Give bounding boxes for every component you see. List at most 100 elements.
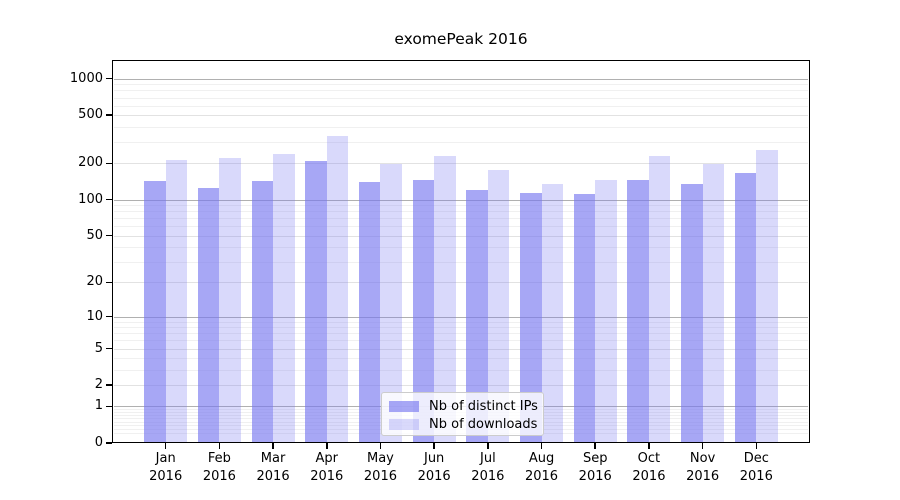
- x-tick-label-jul: Jul 2016: [471, 451, 505, 484]
- legend-swatch-distinct-ips-icon: [389, 401, 419, 412]
- bar-may-nb-of-downloads: [380, 164, 402, 443]
- bar-sep-nb-of-downloads: [595, 180, 617, 443]
- x-tick-aug: [540, 443, 543, 449]
- bar-oct-nb-of-downloads: [648, 156, 671, 443]
- gridline-500: [114, 115, 808, 117]
- gridline-20: [114, 282, 808, 284]
- y-tick-label-5: 5: [94, 340, 103, 356]
- x-tick-label-oct: Oct 2016: [632, 451, 666, 484]
- bar-apr-nb-of-downloads: [326, 135, 349, 443]
- y-tick-label-1000: 1000: [69, 70, 103, 86]
- x-tick-sep: [594, 443, 596, 449]
- bar-apr-nb-of-distinct-ips: [305, 160, 327, 443]
- gridline-80: [114, 211, 808, 213]
- y-tick-label-200: 200: [78, 155, 103, 171]
- bar-nov-nb-of-downloads: [702, 164, 725, 443]
- bar-jul-nb-of-distinct-ips: [466, 190, 488, 443]
- bar-nov-nb-of-distinct-ips: [681, 184, 703, 443]
- gridline-200: [114, 163, 808, 165]
- gridline-5: [114, 348, 808, 350]
- bar-mar-nb-of-downloads: [273, 154, 295, 443]
- chart-title: exomePeak 2016: [394, 30, 528, 48]
- gridline-800: [114, 90, 808, 92]
- y-tick-1: [106, 405, 112, 408]
- y-tick-label-50: 50: [86, 227, 103, 243]
- y-tick-0: [106, 442, 112, 444]
- x-tick-label-nov: Nov 2016: [686, 451, 720, 484]
- bar-feb-nb-of-distinct-ips: [197, 187, 220, 443]
- gridline-1000: [114, 78, 808, 80]
- bar-mar-nb-of-distinct-ips: [251, 181, 274, 443]
- bar-jun-nb-of-downloads: [434, 156, 456, 443]
- bar-sep-nb-of-distinct-ips: [573, 194, 596, 443]
- y-tick-20: [106, 281, 112, 284]
- x-tick-may: [379, 443, 382, 449]
- gridline-50: [114, 235, 808, 237]
- bar-jul-nb-of-downloads: [487, 169, 510, 443]
- gridline-8: [114, 327, 808, 329]
- y-tick-5: [106, 347, 112, 350]
- gridline-60: [114, 226, 808, 228]
- gridline-400: [114, 126, 808, 128]
- y-tick-10: [106, 315, 112, 318]
- legend-swatch-downloads-icon: [389, 419, 419, 430]
- bar-jan-nb-of-downloads: [165, 160, 188, 443]
- legend-label-distinct-ips: Nb of distinct IPs: [429, 399, 538, 414]
- x-tick-label-apr: Apr 2016: [310, 451, 344, 484]
- x-tick-mar: [272, 443, 274, 449]
- x-tick-label-mar: Mar 2016: [256, 451, 290, 484]
- gridline-300: [114, 142, 808, 144]
- gridline-90: [114, 205, 808, 207]
- x-tick-nov: [701, 443, 704, 449]
- y-tick-50: [106, 234, 112, 237]
- gridline-10: [114, 316, 808, 318]
- x-tick-apr: [326, 443, 328, 449]
- y-tick-label-0: 0: [94, 435, 103, 450]
- x-tick-label-may: May 2016: [363, 451, 397, 484]
- gridline-900: [114, 84, 808, 86]
- x-tick-feb: [218, 443, 221, 449]
- bar-oct-nb-of-distinct-ips: [627, 180, 649, 443]
- y-tick-label-1: 1: [94, 398, 103, 414]
- legend: Nb of distinct IPs Nb of downloads: [381, 392, 544, 436]
- bar-dec-nb-of-distinct-ips: [734, 173, 757, 443]
- gridline-7: [114, 333, 808, 335]
- x-tick-label-jun: Jun 2016: [417, 451, 451, 484]
- legend-label-downloads: Nb of downloads: [429, 417, 538, 432]
- x-tick-jan: [164, 443, 167, 449]
- x-tick-label-feb: Feb 2016: [202, 451, 236, 484]
- x-tick-jul: [487, 443, 489, 449]
- y-tick-label-100: 100: [78, 191, 103, 207]
- gridline-2: [114, 385, 808, 387]
- bar-jun-nb-of-distinct-ips: [412, 179, 435, 443]
- x-tick-label-sep: Sep 2016: [578, 451, 612, 484]
- y-tick-1000: [106, 77, 112, 80]
- legend-row-downloads: Nb of downloads: [389, 416, 538, 433]
- y-tick-label-10: 10: [86, 308, 103, 324]
- y-tick-label-2: 2: [94, 377, 103, 393]
- y-tick-100: [106, 198, 112, 201]
- x-tick-label-jan: Jan 2016: [149, 451, 183, 484]
- gridline-3: [114, 369, 808, 371]
- gridline-4: [114, 358, 808, 360]
- y-tick-label-20: 20: [86, 274, 103, 290]
- gridline-600: [114, 105, 808, 107]
- bar-aug-nb-of-downloads: [541, 183, 564, 443]
- x-tick-dec: [755, 443, 758, 449]
- x-tick-oct: [648, 443, 650, 449]
- gridline-9: [114, 321, 808, 323]
- bar-may-nb-of-distinct-ips: [358, 182, 381, 443]
- y-tick-200: [106, 162, 112, 165]
- gridline-70: [114, 218, 808, 220]
- bar-dec-nb-of-downloads: [756, 150, 778, 443]
- y-tick-500: [106, 114, 112, 116]
- bar-aug-nb-of-distinct-ips: [520, 192, 542, 443]
- x-tick-jun: [433, 443, 435, 449]
- gridline-700: [114, 97, 808, 99]
- y-tick-label-500: 500: [78, 107, 103, 123]
- x-tick-label-dec: Dec 2016: [739, 451, 773, 484]
- x-tick-label-aug: Aug 2016: [524, 451, 559, 484]
- bar-feb-nb-of-downloads: [219, 157, 241, 443]
